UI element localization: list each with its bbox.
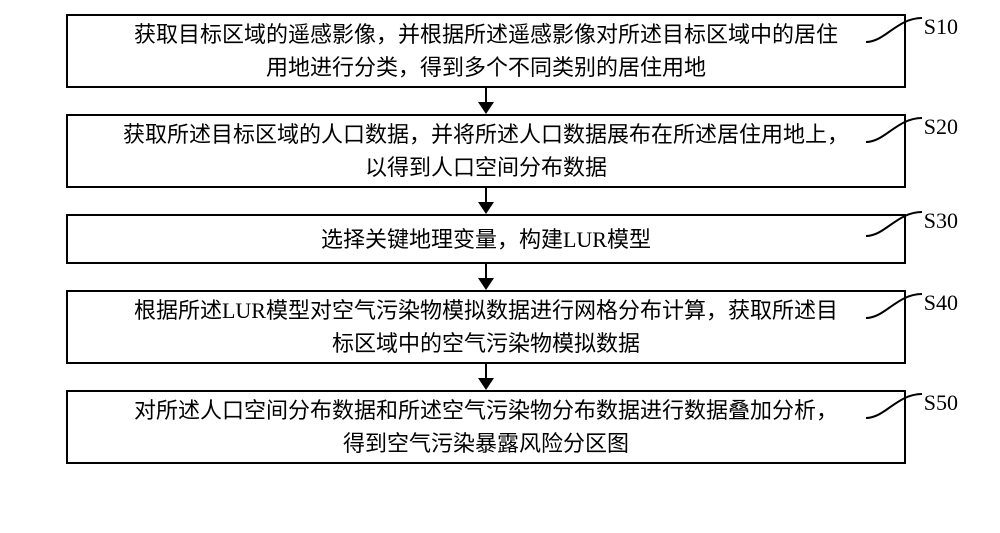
flow-box-line: 标区域中的空气污染物模拟数据 bbox=[332, 327, 640, 360]
flow-box: 选择关键地理变量，构建LUR模型 bbox=[66, 214, 906, 264]
flow-step: 获取所述目标区域的人口数据，并将所述人口数据展布在所述居住用地上，以得到人口空间… bbox=[66, 114, 906, 188]
flowchart: 获取目标区域的遥感影像，并根据所述遥感影像对所述目标区域中的居住用地进行分类，得… bbox=[66, 14, 906, 464]
flow-arrow bbox=[478, 264, 494, 290]
step-label: S50 bbox=[924, 390, 958, 416]
flow-box: 根据所述LUR模型对空气污染物模拟数据进行网格分布计算，获取所述目标区域中的空气… bbox=[66, 290, 906, 364]
flow-arrow bbox=[478, 364, 494, 390]
step-label: S10 bbox=[924, 14, 958, 40]
flow-box-line: 获取目标区域的遥感影像，并根据所述遥感影像对所述目标区域中的居住 bbox=[134, 18, 838, 51]
flow-step: 根据所述LUR模型对空气污染物模拟数据进行网格分布计算，获取所述目标区域中的空气… bbox=[66, 290, 906, 364]
step-label: S20 bbox=[924, 114, 958, 140]
flow-box-line: 选择关键地理变量，构建LUR模型 bbox=[321, 223, 651, 256]
label-connector bbox=[864, 208, 924, 243]
flow-box-line: 用地进行分类，得到多个不同类别的居住用地 bbox=[266, 51, 706, 84]
flow-arrow bbox=[478, 188, 494, 214]
step-label: S40 bbox=[924, 290, 958, 316]
label-connector bbox=[864, 114, 924, 149]
flow-box-line: 得到空气污染暴露风险分区图 bbox=[343, 427, 629, 460]
label-connector bbox=[864, 290, 924, 325]
flow-step: 获取目标区域的遥感影像，并根据所述遥感影像对所述目标区域中的居住用地进行分类，得… bbox=[66, 14, 906, 88]
label-connector bbox=[864, 390, 924, 425]
step-label: S30 bbox=[924, 208, 958, 234]
flow-step: 对所述人口空间分布数据和所述空气污染物分布数据进行数据叠加分析，得到空气污染暴露… bbox=[66, 390, 906, 464]
flow-box: 获取目标区域的遥感影像，并根据所述遥感影像对所述目标区域中的居住用地进行分类，得… bbox=[66, 14, 906, 88]
flow-box-line: 获取所述目标区域的人口数据，并将所述人口数据展布在所述居住用地上， bbox=[123, 118, 849, 151]
flow-box-line: 对所述人口空间分布数据和所述空气污染物分布数据进行数据叠加分析， bbox=[134, 394, 838, 427]
flow-box-line: 根据所述LUR模型对空气污染物模拟数据进行网格分布计算，获取所述目 bbox=[134, 294, 838, 327]
flow-box-line: 以得到人口空间分布数据 bbox=[365, 151, 607, 184]
label-connector bbox=[864, 14, 924, 49]
flow-arrow bbox=[478, 88, 494, 114]
flow-step: 选择关键地理变量，构建LUR模型S30 bbox=[66, 214, 906, 264]
flow-box: 获取所述目标区域的人口数据，并将所述人口数据展布在所述居住用地上，以得到人口空间… bbox=[66, 114, 906, 188]
flow-box: 对所述人口空间分布数据和所述空气污染物分布数据进行数据叠加分析，得到空气污染暴露… bbox=[66, 390, 906, 464]
